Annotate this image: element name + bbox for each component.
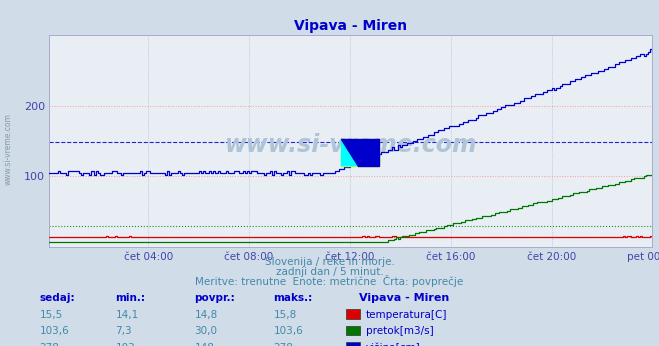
- Text: povpr.:: povpr.:: [194, 293, 235, 303]
- Text: višina[cm]: višina[cm]: [366, 343, 420, 346]
- Text: Meritve: trenutne  Enote: metrične  Črta: povprečje: Meritve: trenutne Enote: metrične Črta: …: [195, 275, 464, 288]
- Polygon shape: [341, 139, 358, 166]
- Text: 14,8: 14,8: [194, 310, 217, 320]
- Text: temperatura[C]: temperatura[C]: [366, 310, 447, 320]
- Text: www.si-vreme.com: www.si-vreme.com: [225, 133, 477, 157]
- Text: www.si-vreme.com: www.si-vreme.com: [4, 113, 13, 185]
- Text: 278: 278: [40, 343, 59, 346]
- Text: 14,1: 14,1: [115, 310, 138, 320]
- Text: Vipava - Miren: Vipava - Miren: [359, 293, 449, 303]
- Text: min.:: min.:: [115, 293, 146, 303]
- Text: 30,0: 30,0: [194, 326, 217, 336]
- Title: Vipava - Miren: Vipava - Miren: [295, 19, 407, 34]
- Text: pretok[m3/s]: pretok[m3/s]: [366, 326, 434, 336]
- Text: sedaj:: sedaj:: [40, 293, 75, 303]
- Text: 278: 278: [273, 343, 293, 346]
- Text: 148: 148: [194, 343, 214, 346]
- Text: maks.:: maks.:: [273, 293, 313, 303]
- Text: 7,3: 7,3: [115, 326, 132, 336]
- Text: 15,8: 15,8: [273, 310, 297, 320]
- Text: 103,6: 103,6: [40, 326, 69, 336]
- Text: 103,6: 103,6: [273, 326, 303, 336]
- Text: zadnji dan / 5 minut.: zadnji dan / 5 minut.: [275, 267, 384, 277]
- Polygon shape: [341, 139, 380, 166]
- Text: 15,5: 15,5: [40, 310, 63, 320]
- Text: 103: 103: [115, 343, 135, 346]
- Polygon shape: [341, 139, 380, 166]
- Text: Slovenija / reke in morje.: Slovenija / reke in morje.: [264, 257, 395, 267]
